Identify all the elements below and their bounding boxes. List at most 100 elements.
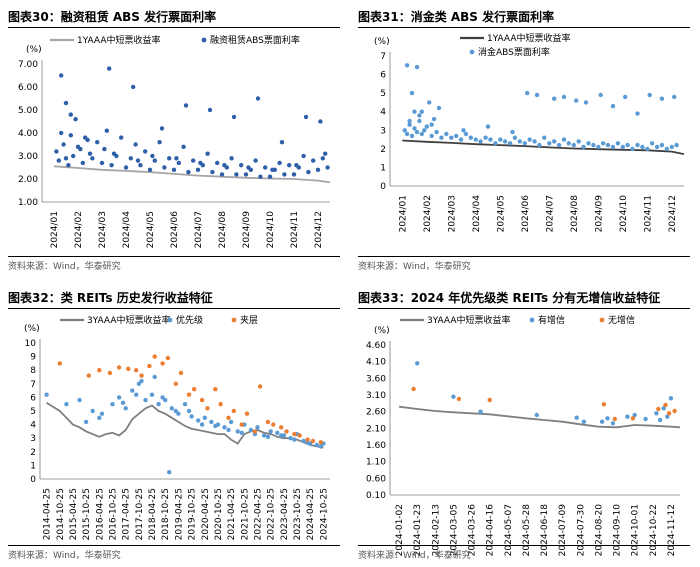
scatter-point bbox=[279, 433, 284, 438]
scatter-point bbox=[625, 414, 630, 419]
x-tick-label: 2024-10-01 bbox=[631, 504, 641, 556]
scatter-point bbox=[152, 354, 157, 359]
y-tick-label: 4.60 bbox=[366, 341, 386, 351]
x-tick-label: 2024/12 bbox=[314, 211, 324, 248]
x-tick-label: 2014-04-25 bbox=[43, 488, 53, 540]
x-tick-label: 2024/12 bbox=[668, 195, 678, 232]
scatter-point bbox=[239, 163, 244, 168]
y-tick-label: 9 bbox=[30, 353, 36, 363]
scatter-point bbox=[174, 156, 179, 161]
scatter-point bbox=[547, 141, 552, 146]
scatter-point bbox=[323, 151, 328, 156]
scatter-point bbox=[95, 140, 100, 145]
scatter-point bbox=[305, 437, 310, 442]
scatter-point bbox=[527, 137, 532, 142]
scatter-point bbox=[525, 90, 530, 96]
x-tick-label: 2024/09 bbox=[594, 195, 604, 233]
scatter-point bbox=[436, 105, 442, 111]
x-tick-label: 2024-05-07 bbox=[504, 504, 514, 556]
scatter-point bbox=[207, 107, 213, 113]
scatter-point bbox=[635, 111, 640, 116]
y-tick-label: 10 bbox=[25, 339, 37, 349]
scatter-point bbox=[461, 128, 466, 133]
scatter-point bbox=[601, 402, 607, 407]
scatter-point bbox=[63, 156, 69, 161]
scatter-point bbox=[261, 433, 267, 438]
legend-label: 3YAAA中短票收益率 bbox=[87, 314, 171, 326]
scatter-point bbox=[315, 167, 321, 172]
y-tick-label: 6 bbox=[380, 71, 386, 81]
scatter-point bbox=[574, 98, 579, 103]
y-tick-label: 6 bbox=[30, 393, 36, 403]
scatter-point bbox=[61, 142, 66, 147]
scatter-point bbox=[152, 158, 157, 163]
series-line bbox=[46, 402, 324, 449]
scatter-point bbox=[156, 402, 161, 407]
scatter-point bbox=[287, 163, 292, 168]
scatter-point bbox=[659, 142, 665, 148]
scatter-point bbox=[213, 423, 218, 429]
scatter-point bbox=[600, 141, 606, 146]
scatter-point bbox=[507, 141, 513, 146]
scatter-point bbox=[444, 131, 449, 137]
x-tick-label: 2024/11 bbox=[290, 211, 300, 248]
scatter-point bbox=[110, 402, 115, 407]
scatter-point bbox=[439, 135, 444, 140]
scatter-point bbox=[57, 361, 62, 366]
scatter-point bbox=[456, 396, 462, 402]
scatter-point bbox=[659, 96, 665, 101]
y-tick-label: 3.60 bbox=[366, 374, 386, 384]
scatter-point bbox=[210, 169, 215, 175]
x-tick-label: 2024/01 bbox=[398, 195, 408, 232]
y-tick-label: 7 bbox=[380, 52, 386, 62]
scatter-point bbox=[235, 429, 240, 434]
y-tick-label: 4.00 bbox=[18, 129, 38, 139]
scatter-point bbox=[64, 402, 69, 407]
chart-svg: (%) 0.10 0.60 1.10 1.60 2.10 2.60 3.10 3.60 4.10 4… bbox=[366, 314, 681, 557]
scatter-point bbox=[97, 368, 102, 373]
legend-marker bbox=[599, 317, 605, 323]
x-tick-label: 2018-04-25 bbox=[148, 488, 158, 540]
scatter-point bbox=[265, 434, 271, 439]
chart-title: 图表31：消金类 ABS 发行票面利率 bbox=[358, 8, 690, 28]
scatter-point bbox=[422, 128, 427, 133]
scatter-point bbox=[128, 156, 133, 161]
y-tick-label: 4 bbox=[380, 108, 386, 118]
scatter-point bbox=[320, 156, 325, 161]
scatter-point bbox=[196, 418, 201, 423]
scatter-point bbox=[666, 411, 672, 416]
x-tick-label: 2024-07-30 bbox=[576, 504, 586, 557]
x-tick-label: 2019-10-25 bbox=[188, 488, 198, 540]
series-line bbox=[398, 405, 681, 429]
scatter-point bbox=[107, 66, 112, 71]
y-tick-label: 3 bbox=[30, 434, 36, 444]
y-tick-label: 5 bbox=[380, 89, 386, 99]
scatter-point bbox=[123, 165, 129, 170]
scatter-point bbox=[657, 417, 663, 423]
scatter-point bbox=[412, 126, 417, 131]
scatter-point bbox=[239, 422, 244, 427]
scatter-point bbox=[120, 400, 126, 405]
scatter-point bbox=[571, 142, 576, 148]
x-tick-label: 2024/01 bbox=[50, 211, 60, 248]
scatter-point bbox=[427, 100, 432, 105]
scatter-point bbox=[131, 84, 136, 90]
x-tick-label: 2017-10-25 bbox=[135, 488, 145, 540]
scatter-point bbox=[325, 165, 330, 170]
legend-label: 1YAAA中短票收益率 bbox=[77, 34, 161, 46]
scatter-point bbox=[407, 122, 412, 127]
scatter-point bbox=[149, 392, 155, 397]
scatter-point bbox=[189, 414, 194, 419]
scatter-point bbox=[268, 429, 273, 434]
scatter-point bbox=[198, 160, 203, 166]
scatter-point bbox=[630, 416, 636, 421]
scatter-point bbox=[244, 411, 250, 416]
scatter-point bbox=[199, 422, 205, 427]
scatter-point bbox=[143, 397, 148, 403]
scatter-point bbox=[599, 419, 605, 424]
x-tick-label: 2024-04-25 bbox=[306, 488, 316, 540]
scatter-point bbox=[234, 172, 239, 177]
scatter-point bbox=[576, 139, 581, 144]
x-tick-label: 2024-05-28 bbox=[522, 504, 532, 557]
series-line bbox=[53, 165, 331, 184]
